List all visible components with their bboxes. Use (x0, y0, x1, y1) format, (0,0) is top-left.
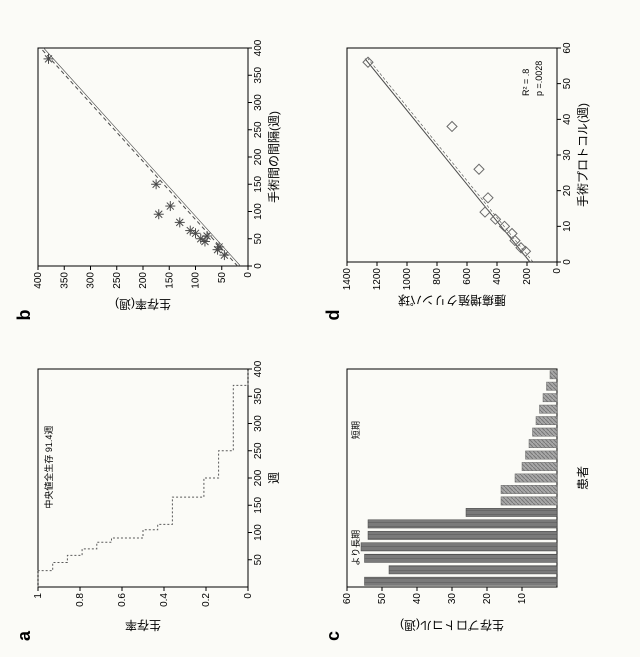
svg-text:手術間の間隔(週): 手術間の間隔(週) (267, 112, 281, 204)
panel-d: d 01020304050600200400600800100012001400… (329, 18, 620, 319)
svg-text:0.4: 0.4 (159, 593, 170, 607)
svg-text:150: 150 (253, 176, 264, 193)
svg-text:患者: 患者 (576, 466, 590, 490)
svg-text:生存プロトコル(週): 生存プロトコル(週) (400, 618, 504, 632)
panel-b: b 05010015020025030035040005010015020025… (20, 18, 311, 319)
svg-text:10: 10 (517, 593, 528, 605)
svg-text:20: 20 (482, 593, 493, 605)
panel-label-d: d (323, 310, 344, 321)
panel-label-a: a (14, 631, 35, 641)
svg-text:R² = .8: R² = .8 (521, 69, 531, 96)
svg-text:0: 0 (562, 259, 573, 265)
svg-text:50: 50 (253, 554, 264, 566)
svg-text:200: 200 (522, 268, 533, 285)
svg-text:250: 250 (112, 272, 123, 289)
svg-text:350: 350 (253, 387, 264, 404)
svg-text:生存率: 生存率 (125, 618, 161, 633)
svg-text:400: 400 (492, 268, 503, 285)
svg-text:50: 50 (377, 593, 388, 605)
panel-c: c 102030405060患者生存プロトコル(週)より長期短期 (329, 339, 620, 640)
svg-text:週: 週 (267, 472, 281, 484)
svg-text:20: 20 (562, 185, 573, 197)
svg-text:300: 300 (253, 415, 264, 432)
svg-text:中央値全生存 91.4週: 中央値全生存 91.4週 (43, 426, 54, 509)
svg-text:p =.0028: p =.0028 (534, 61, 544, 96)
svg-text:10: 10 (562, 221, 573, 233)
svg-text:30: 30 (562, 150, 573, 162)
svg-text:200: 200 (138, 272, 149, 289)
scatter-chart-b: 0 50 100 150 200 250 300 350 400 0 50 100 150 200 250 3… (20, 29, 300, 319)
svg-text:0.2: 0.2 (201, 593, 212, 607)
svg-text:0: 0 (243, 593, 254, 599)
svg-text:100: 100 (253, 203, 264, 220)
svg-text:200: 200 (253, 149, 264, 166)
svg-text:30: 30 (447, 593, 458, 605)
svg-text:50: 50 (217, 272, 228, 284)
svg-text:300: 300 (253, 94, 264, 111)
svg-text:短期: 短期 (350, 421, 361, 439)
svg-text:0: 0 (552, 268, 563, 274)
svg-text:0: 0 (243, 272, 254, 278)
panel-label-c: c (323, 631, 344, 641)
svg-text:200: 200 (253, 469, 264, 486)
svg-text:350: 350 (59, 272, 70, 289)
svg-text:1: 1 (33, 593, 44, 599)
svg-text:1400: 1400 (342, 268, 353, 291)
survival-chart: 50 100 150 200 250 300 350 400 0 0.2 0.4 0.6 0.8 1 週生存… (20, 349, 300, 639)
panel-a: a 5010015020025030035040000.20.40.60.81週… (20, 339, 311, 640)
svg-text:50: 50 (562, 78, 573, 90)
svg-text:800: 800 (432, 268, 443, 285)
svg-text:0: 0 (253, 263, 264, 269)
svg-text:150: 150 (164, 272, 175, 289)
svg-text:400: 400 (253, 40, 264, 57)
svg-text:40: 40 (562, 114, 573, 126)
svg-text:100: 100 (253, 524, 264, 541)
svg-text:60: 60 (342, 593, 353, 605)
svg-text:1200: 1200 (372, 268, 383, 291)
svg-text:100: 100 (191, 272, 202, 289)
svg-text:60: 60 (562, 43, 573, 55)
panel-label-b: b (14, 310, 35, 321)
svg-text:600: 600 (462, 268, 473, 285)
svg-text:300: 300 (86, 272, 97, 289)
svg-text:400: 400 (33, 272, 44, 289)
svg-text:50: 50 (253, 233, 264, 245)
svg-text:より長期: より長期 (351, 530, 361, 566)
svg-text:400: 400 (253, 360, 264, 377)
bar-chart: 10 20 30 40 50 60 患者生存プロトコル(週) より長期 短期 (329, 349, 609, 639)
svg-text:250: 250 (253, 121, 264, 138)
figure-grid: a 5010015020025030035040000.20.40.60.81週… (0, 0, 640, 657)
svg-text:腫瘍増殖クリンパ球: 腫瘍増殖クリンパ球 (398, 294, 506, 309)
svg-text:250: 250 (253, 442, 264, 459)
svg-text:生存率(週): 生存率(週) (115, 298, 171, 313)
svg-text:0.6: 0.6 (117, 593, 128, 607)
svg-text:150: 150 (253, 496, 264, 513)
svg-text:1000: 1000 (402, 268, 413, 291)
svg-text:手術プロトコル(週): 手術プロトコル(週) (576, 104, 590, 208)
svg-text:40: 40 (412, 593, 423, 605)
scatter-chart-d: 01020304050600200400600800100012001400手術… (329, 29, 609, 319)
svg-text:0.8: 0.8 (75, 593, 86, 607)
svg-text:350: 350 (253, 67, 264, 84)
